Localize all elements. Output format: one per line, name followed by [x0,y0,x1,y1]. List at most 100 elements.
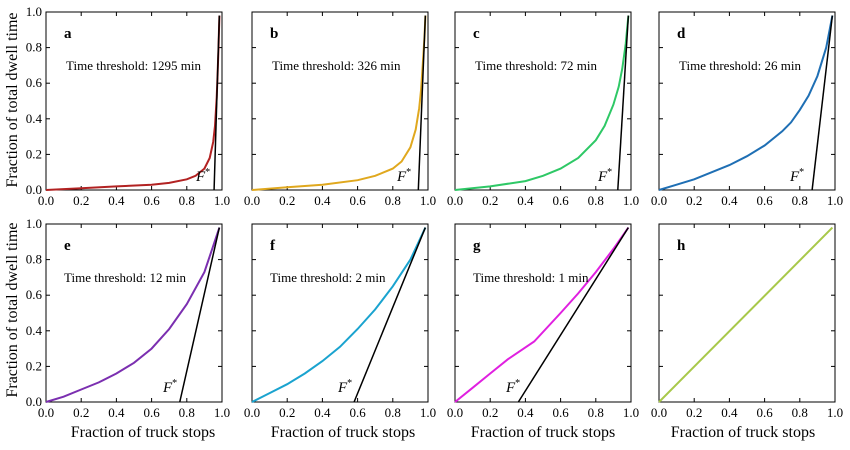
fstar-superscript-b: * [406,167,411,178]
x-tick-label-e-1: 0.2 [73,405,89,420]
x-tick-label-g-2: 0.4 [517,405,534,420]
panel-h: 0.0 0.2 0.4 0.6 0.8 1.0 h [651,223,843,420]
x-tick-label-d-3: 0.6 [756,193,773,208]
axes-frame-g [454,223,632,403]
panel-e: 0.0 0.2 0.4 0.6 0.8 1.0 0.0 0.2 0.4 0.6 0.8 1.0 e Tim… [26,216,230,420]
x-tick-label-f-0: 0.0 [244,405,260,420]
threshold-annotation-a: Time threshold: 1295 min [66,58,201,73]
x-tick-label-f-5: 1.0 [420,405,436,420]
data-line-f [251,227,427,403]
x-tick-label-d-0: 0.0 [651,193,667,208]
y-tick-label-a-1: 0.2 [26,146,42,161]
fstar-superscript-f: * [347,378,352,389]
threshold-annotation-f: Time threshold: 2 min [270,270,386,285]
x-tick-label-b-5: 1.0 [420,193,436,208]
x-tick-label-c-2: 0.4 [517,193,534,208]
threshold-annotation-d: Time threshold: 26 min [679,58,801,73]
fstar-label-e: F* [162,378,177,396]
y-axis-label-bottom: Fraction of total dwell time [4,222,21,397]
x-tick-label-h-5: 1.0 [827,405,843,420]
x-tick-label-a-4: 0.8 [179,193,195,208]
x-tick-label-c-5: 1.0 [623,193,639,208]
fstar-label-g: F* [505,378,520,396]
x-tick-label-b-0: 0.0 [244,193,260,208]
x-axis-label-2: Fraction of truck stops [271,424,415,441]
y-tick-label-e-2: 0.4 [26,323,43,338]
tangent-line-a [213,15,221,191]
data-line-a [45,15,221,191]
x-tick-label-f-3: 0.6 [349,405,366,420]
x-axis-label-4: Fraction of truck stops [671,424,815,441]
x-tick-label-c-0: 0.0 [447,193,463,208]
x-tick-label-a-1: 0.2 [73,193,89,208]
panel-d: 0.0 0.2 0.4 0.6 0.8 1.0 d Time threshold: 26 mi… [651,11,843,208]
panel-a: 0.0 0.2 0.4 0.6 0.8 1.0 0.0 0.2 0.4 0.6 0.8 1.0 a Tim… [26,4,230,208]
axes-frame-b [251,11,429,191]
y-axis-label-top: Fraction of total dwell time [4,12,21,187]
x-tick-label-c-1: 0.2 [482,193,498,208]
x-tick-label-g-4: 0.8 [588,405,604,420]
x-tick-label-g-1: 0.2 [482,405,498,420]
x-tick-label-f-2: 0.4 [314,405,331,420]
x-tick-label-d-2: 0.4 [721,193,738,208]
x-tick-label-b-4: 0.8 [385,193,401,208]
panel-letter-g: g [473,238,481,254]
tangent-line-c [617,15,630,191]
x-tick-label-f-4: 0.8 [385,405,401,420]
panel-letter-a: a [64,26,72,42]
x-tick-label-a-5: 1.0 [214,193,230,208]
panel-letter-d: d [677,26,686,42]
panel-letter-f: f [270,238,276,254]
x-tick-label-a-2: 0.4 [108,193,125,208]
axes-frame-e [45,223,223,403]
panel-c: 0.0 0.2 0.4 0.6 0.8 1.0 c Time threshold: 72 mi… [447,11,639,208]
y-tick-label-a-2: 0.4 [26,111,43,126]
x-tick-label-h-3: 0.6 [756,405,773,420]
y-tick-label-a-5: 1.0 [26,4,42,19]
fstar-superscript-a: * [205,167,210,178]
panel-f: 0.0 0.2 0.4 0.6 0.8 1.0 f Time threshold: 2 min… [244,223,436,420]
x-tick-label-g-5: 1.0 [623,405,639,420]
tangent-line-b [417,15,427,191]
x-tick-label-h-1: 0.2 [686,405,702,420]
y-tick-label-a-0: 0.0 [26,182,42,197]
tangent-line-e [179,227,221,403]
data-line-e [45,227,221,403]
panel-letter-b: b [270,26,278,42]
data-line-d [658,15,834,191]
x-tick-label-h-2: 0.4 [721,405,738,420]
data-line-h [658,226,834,403]
panel-b: 0.0 0.2 0.4 0.6 0.8 1.0 b Time threshold: 326 m… [244,11,436,208]
fstar-label-f: F* [337,378,352,396]
y-tick-label-e-3: 0.6 [26,287,43,302]
threshold-annotation-b: Time threshold: 326 min [272,58,401,73]
tangent-line-g [517,227,629,403]
x-tick-label-e-3: 0.6 [143,405,160,420]
tangent-line-d [811,15,834,191]
tangent-line-f [353,227,427,403]
x-tick-label-e-5: 1.0 [214,405,230,420]
x-tick-label-e-4: 0.8 [179,405,195,420]
x-tick-label-g-3: 0.6 [552,405,569,420]
x-tick-label-b-1: 0.2 [279,193,295,208]
x-tick-label-c-4: 0.8 [588,193,604,208]
data-line-g [454,227,630,403]
fstar-superscript-e: * [172,378,177,389]
y-tick-label-e-1: 0.2 [26,358,42,373]
fstar-label-a: F* [195,167,210,185]
x-tick-label-e-2: 0.4 [108,405,125,420]
x-axis-label-3: Fraction of truck stops [471,424,615,441]
axes-frame-d [658,11,836,191]
fstar-superscript-d: * [799,167,804,178]
axes-frame-h [658,223,836,403]
x-tick-label-g-0: 0.0 [447,405,463,420]
fstar-label-b: F* [396,167,411,185]
y-tick-label-a-3: 0.6 [26,75,43,90]
x-tick-label-f-1: 0.2 [279,405,295,420]
threshold-annotation-c: Time threshold: 72 min [475,58,597,73]
data-line-c [454,15,630,191]
x-tick-label-d-1: 0.2 [686,193,702,208]
x-tick-label-c-3: 0.6 [552,193,569,208]
fstar-superscript-c: * [607,167,612,178]
